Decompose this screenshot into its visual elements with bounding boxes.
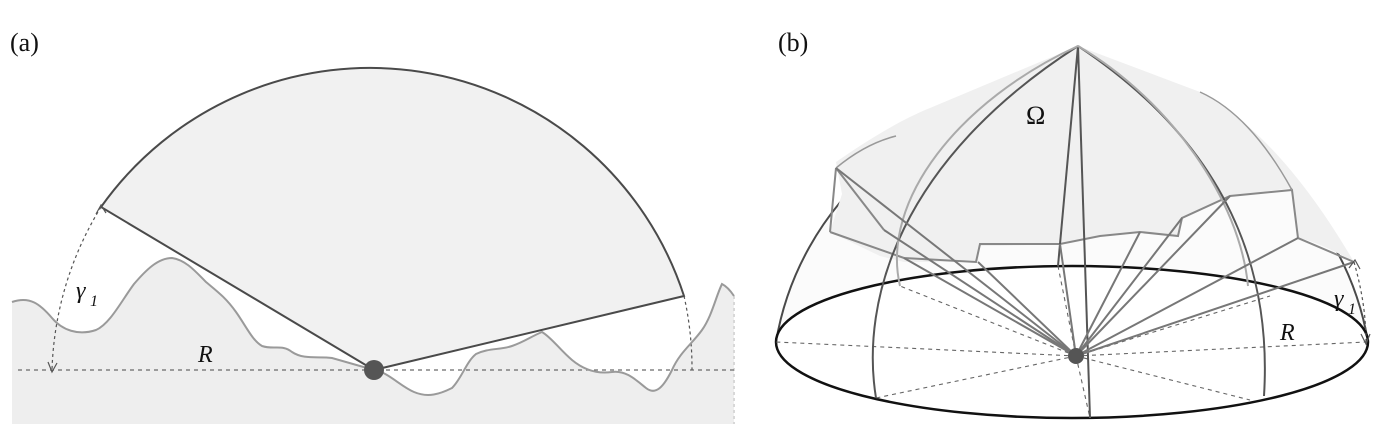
visible-sky-sector [99, 66, 686, 372]
gamma-subscript-a: 1 [90, 293, 98, 310]
panel-a-label: (a) [10, 28, 39, 57]
radius-label-a: R [197, 342, 213, 368]
gamma-subscript-b: 1 [1348, 301, 1356, 318]
visible-sky-region [830, 46, 1354, 262]
gamma-label-a: γ [76, 278, 86, 304]
observer-point [364, 360, 384, 380]
ground-region [12, 258, 734, 424]
terrain-profile [11, 256, 735, 396]
base-ellipse [774, 264, 1370, 420]
panel-b-label: (b) [778, 28, 809, 57]
omega-label: Ω [1026, 101, 1045, 130]
panel-b-diagram: Ω γ 1 R [774, 45, 1371, 420]
horizon-rays [835, 167, 1355, 357]
gamma-label-b: γ [1334, 286, 1344, 312]
radius-label-b: R [1279, 320, 1295, 346]
panel-a-diagram: γ 1 R [11, 66, 735, 424]
gamma-arc-right-b [1353, 261, 1367, 343]
gamma-arc-left [51, 206, 102, 371]
observer-point-b [1068, 348, 1084, 364]
meridian-arcs [871, 45, 1266, 419]
gamma-arc-right [683, 295, 693, 371]
